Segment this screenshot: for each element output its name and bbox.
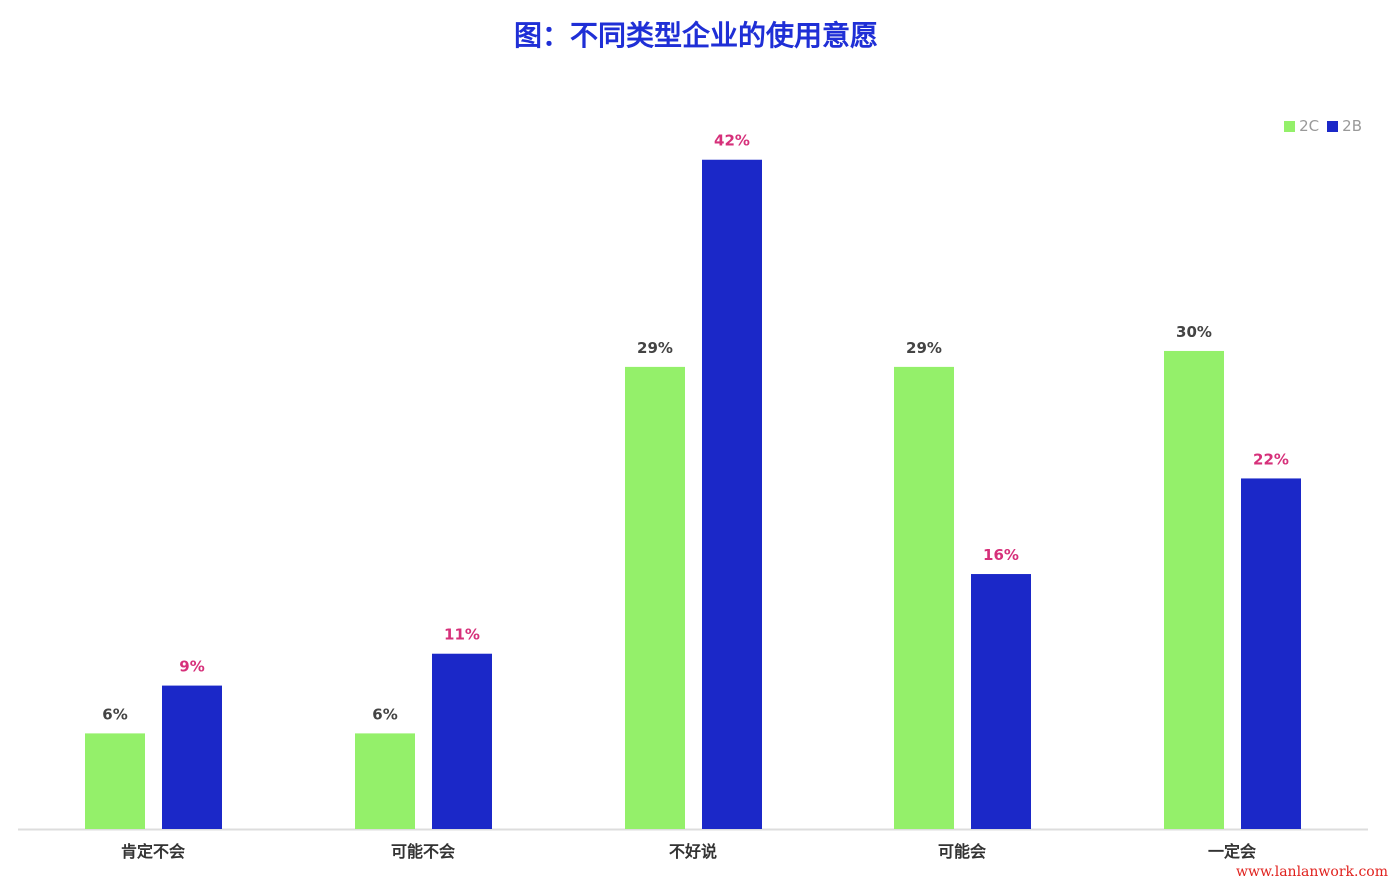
legend-swatch-2b [1327,120,1339,132]
bar-2b [432,653,492,829]
bar-2b [162,685,222,829]
chart-title: 图：不同类型企业的使用意愿 [513,19,878,52]
data-label-2b: 16% [983,546,1019,564]
legend-swatch-2c [1284,120,1296,132]
x-tick-label: 可能不会 [391,842,455,861]
x-tick-label: 肯定不会 [121,842,185,861]
data-label-2c: 6% [102,705,127,723]
legend-label-2c: 2C [1299,117,1320,135]
bar-2c [1164,350,1224,829]
watermark: www.lanlanwork.com [1235,864,1388,880]
legend: 2C 2B [1284,117,1362,135]
data-label-2c: 30% [1176,323,1212,341]
bar-2b [702,159,762,829]
x-tick-label: 一定会 [1208,842,1256,861]
bar-2c [85,733,145,829]
data-label-2c: 29% [637,339,673,357]
bar-2b [1241,478,1301,829]
data-label-2b: 42% [714,132,750,150]
legend-label-2b: 2B [1342,117,1362,135]
bar-2b [971,574,1031,829]
data-label-2c: 6% [372,705,397,723]
data-label-2b: 11% [444,626,480,644]
bar-2c [625,366,685,829]
bar-2c [894,366,954,829]
data-label-2b: 9% [179,658,204,676]
bar-2c [355,733,415,829]
data-label-2c: 29% [906,339,942,357]
data-label-2b: 22% [1253,450,1289,468]
x-tick-label: 不好说 [669,842,717,861]
x-tick-label: 可能会 [938,842,986,861]
